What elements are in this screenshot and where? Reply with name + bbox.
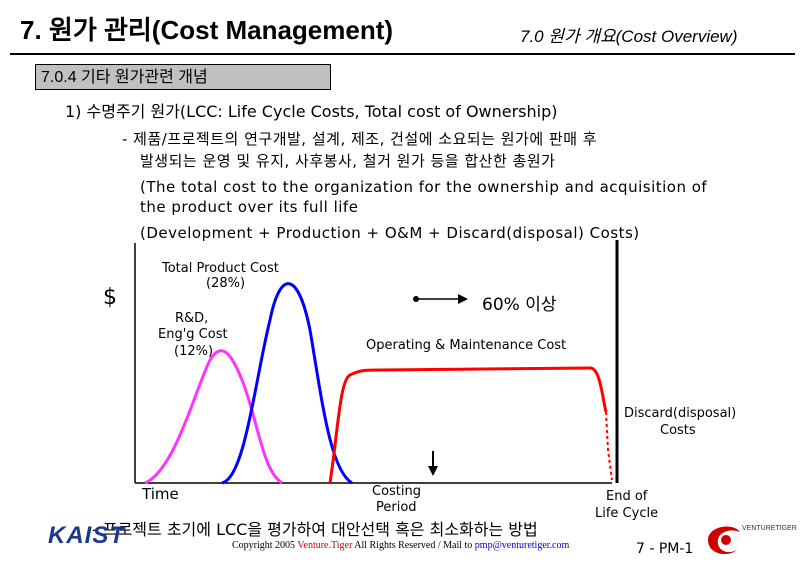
y-axis-label: $ (103, 285, 117, 310)
copyright-prefix: Copyright 2005 (232, 540, 297, 551)
page-number: 7 - PM-1 (636, 541, 693, 557)
rd-label-pct: (12%) (174, 344, 213, 359)
production-cost-curve (222, 284, 352, 483)
venturetiger-swoosh-icon: VENTURETIGER (698, 518, 798, 558)
total-product-cost-pct: (28%) (206, 276, 245, 291)
discard-cost-curve (606, 412, 612, 480)
rd-cost-curve (145, 351, 282, 483)
costing-label-2: Period (376, 500, 417, 515)
kaist-logo: KAIST (48, 522, 125, 550)
costing-label-1: Costing (372, 484, 421, 499)
rd-label-2: Eng'g Cost (158, 327, 228, 342)
discard-label-2: Costs (660, 423, 696, 438)
end-of-life-label-2: Life Cycle (595, 506, 658, 521)
x-axis-label: Time (142, 485, 179, 503)
venturetiger-logo-text: VENTURETIGER (742, 525, 797, 532)
venturetiger-logo: VENTURETIGER (698, 518, 798, 562)
arrow-head-icon (458, 294, 468, 304)
copyright-mail-link[interactable]: pmp@venturetiger.com (475, 540, 569, 551)
total-product-cost-label: Total Product Cost (162, 261, 279, 276)
discard-label-1: Discard(disposal) (624, 406, 736, 421)
lcc-method-line: - 프로젝트 초기에 LCC을 평가하여 대안선택 혹은 최소화하는 방법 (92, 516, 538, 540)
copyright-brand: Venture.Tiger (297, 540, 352, 551)
costing-arrow-head-icon (428, 466, 438, 476)
om-cost-label: Operating & Maintenance Cost (366, 338, 566, 353)
copyright-mid: All Rights Reserved / Mail to (352, 540, 475, 551)
rd-label-1: R&D, (175, 311, 208, 326)
om-cost-curve (330, 368, 606, 483)
end-of-life-label-1: End of (606, 489, 647, 504)
sixty-percent-label: 60% 이상 (482, 290, 556, 315)
copyright-text: Copyright 2005 Venture.Tiger All Rights … (232, 540, 569, 551)
